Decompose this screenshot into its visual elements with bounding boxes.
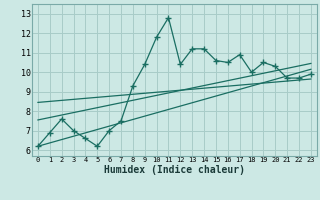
X-axis label: Humidex (Indice chaleur): Humidex (Indice chaleur) (104, 165, 245, 175)
